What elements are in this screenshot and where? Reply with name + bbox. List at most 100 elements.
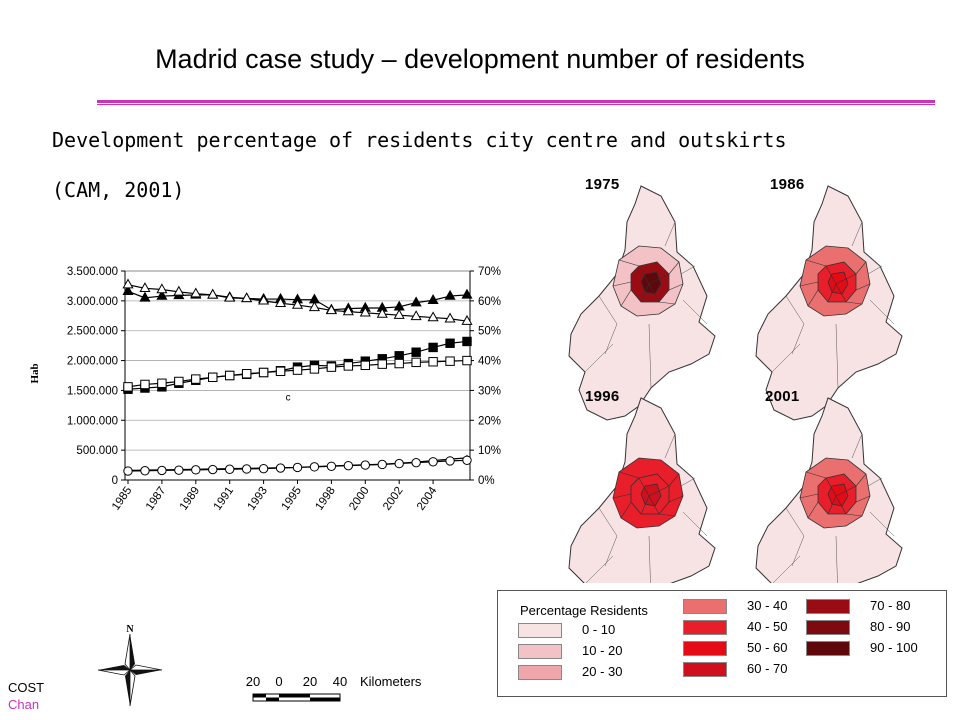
data-point <box>157 378 167 388</box>
data-point <box>241 464 252 474</box>
data-point <box>122 278 134 289</box>
data-point <box>258 294 270 305</box>
legend-swatch <box>518 665 562 680</box>
x-tick-label: 2000 <box>347 485 372 513</box>
data-point <box>208 464 218 475</box>
series-open-triangle <box>122 278 473 325</box>
series-open-circle <box>123 455 472 476</box>
data-point <box>445 356 455 366</box>
legend-label: 60 - 70 <box>747 661 788 676</box>
data-point <box>274 297 287 307</box>
data-point <box>462 455 472 465</box>
scale-tick-0: 0 <box>275 674 282 689</box>
data-point <box>191 465 201 475</box>
district-border <box>658 301 676 305</box>
district-border <box>612 493 632 499</box>
data-point <box>461 314 473 325</box>
district-border <box>668 283 684 291</box>
legend-swatch <box>683 620 727 635</box>
data-point <box>309 364 320 374</box>
map-1996 <box>568 397 716 583</box>
district-border <box>807 289 819 307</box>
x-tick-label: 1987 <box>144 485 169 513</box>
district-border <box>618 259 640 267</box>
data-point <box>157 465 167 476</box>
page-title: Madrid case study – development number o… <box>155 44 805 74</box>
data-point <box>139 291 151 302</box>
map-label-1975: 1975 <box>585 176 620 193</box>
data-point <box>174 376 184 387</box>
series-open-square <box>123 355 472 392</box>
data-point <box>377 359 387 369</box>
municipal-border <box>584 221 708 389</box>
data-point <box>376 307 388 318</box>
data-point <box>394 351 404 361</box>
map-1975 <box>568 185 716 421</box>
data-point <box>444 289 456 300</box>
data-point <box>410 296 422 307</box>
district-border <box>799 281 819 287</box>
data-point <box>292 365 303 375</box>
right-tick-label: 70% <box>478 266 501 278</box>
municipal-border <box>772 433 895 583</box>
data-point <box>393 308 405 319</box>
footer-line-2: Chan <box>8 697 40 712</box>
legend-label: 90 - 100 <box>870 640 918 655</box>
map-label-2001: 2001 <box>765 388 800 405</box>
scale-tick-20a: 20 <box>246 674 260 689</box>
district-border <box>827 283 837 303</box>
district-border <box>648 283 660 303</box>
data-point <box>292 462 303 473</box>
data-point <box>445 456 455 466</box>
district-border <box>618 471 640 479</box>
right-tick-label: 10% <box>478 445 501 457</box>
district-border <box>648 495 660 515</box>
district-border <box>855 283 871 291</box>
district-border <box>827 495 837 515</box>
legend-swatch <box>806 599 850 614</box>
data-point <box>343 361 354 371</box>
data-point <box>123 382 133 392</box>
data-point <box>359 306 371 317</box>
legend-swatch <box>683 599 727 614</box>
choropleth-maps <box>568 185 903 583</box>
left-tick-label: 2.000.000 <box>67 356 118 368</box>
district-border <box>807 501 819 519</box>
district-border <box>658 513 676 517</box>
data-point <box>225 464 235 474</box>
map-2001 <box>755 397 903 583</box>
north-label: N <box>126 624 134 635</box>
data-point <box>275 463 286 473</box>
left-tick-label: 3.500.000 <box>67 266 118 278</box>
legend-swatch <box>683 641 727 656</box>
district-border <box>612 281 632 287</box>
legend-swatch <box>806 620 850 635</box>
map-legend: Percentage Residents 0 - 10 10 - 20 20 - 3… <box>497 590 947 697</box>
legend-swatch <box>683 662 727 677</box>
left-tick-label: 3.000.000 <box>67 296 118 308</box>
data-point <box>461 288 473 299</box>
data-point <box>156 289 168 300</box>
data-point <box>326 461 337 471</box>
x-tick-label: 1989 <box>178 485 203 513</box>
legend-label: 80 - 90 <box>870 619 911 634</box>
x-tick-label: 1995 <box>279 485 304 513</box>
data-point <box>258 463 269 474</box>
data-point <box>428 342 438 353</box>
municipal-border <box>771 221 895 389</box>
data-point <box>444 312 456 323</box>
district-border <box>640 283 650 303</box>
district-border <box>799 493 819 499</box>
data-point <box>207 288 219 299</box>
district-border <box>855 473 867 487</box>
title-rule <box>97 100 935 103</box>
data-point <box>445 338 455 348</box>
data-point <box>156 283 168 294</box>
data-point <box>462 355 472 366</box>
left-tick-label: 500.000 <box>76 445 118 457</box>
data-point <box>140 466 150 476</box>
data-point <box>123 466 133 476</box>
data-point <box>427 311 439 322</box>
scale-unit: Kilometers <box>360 674 422 689</box>
data-point <box>428 457 438 467</box>
